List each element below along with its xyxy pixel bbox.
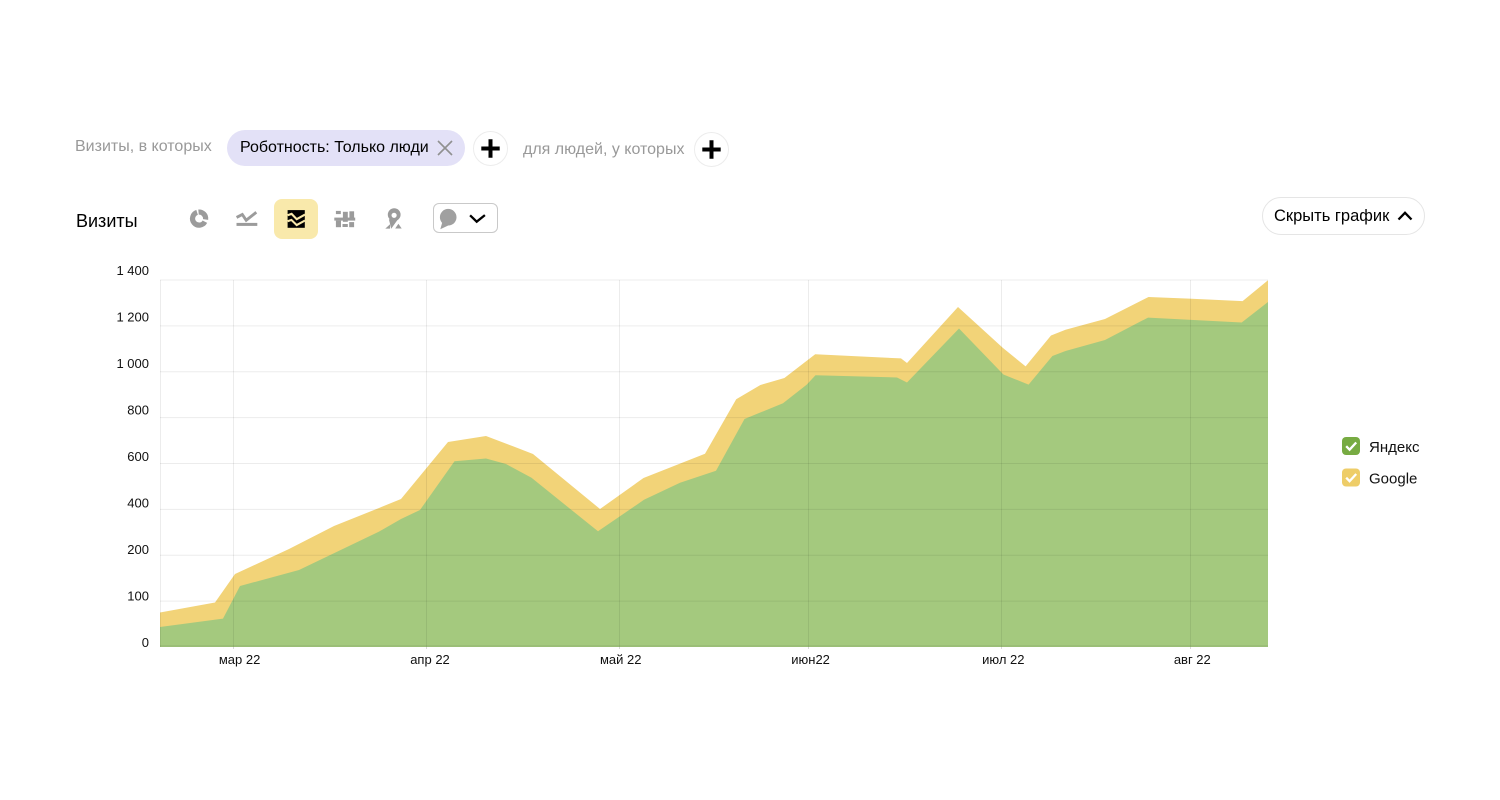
svg-text:апр 22: апр 22 [410,652,450,667]
svg-text:май 22: май 22 [600,652,642,667]
svg-text:0: 0 [142,635,149,650]
svg-text:400: 400 [127,496,149,511]
svg-text:июл 22: июл 22 [982,652,1024,667]
svg-text:100: 100 [127,589,149,604]
svg-text:Яндекс: Яндекс [1369,439,1420,456]
svg-text:1 000: 1 000 [116,356,149,371]
svg-text:800: 800 [127,403,149,418]
svg-text:200: 200 [127,542,149,557]
svg-text:1 200: 1 200 [116,310,149,325]
svg-text:1 400: 1 400 [116,263,149,278]
svg-text:июн22: июн22 [791,652,830,667]
svg-text:авг 22: авг 22 [1174,652,1211,667]
svg-text:мар 22: мар 22 [219,652,260,667]
svg-text:600: 600 [127,449,149,464]
svg-text:Google: Google [1369,470,1417,487]
